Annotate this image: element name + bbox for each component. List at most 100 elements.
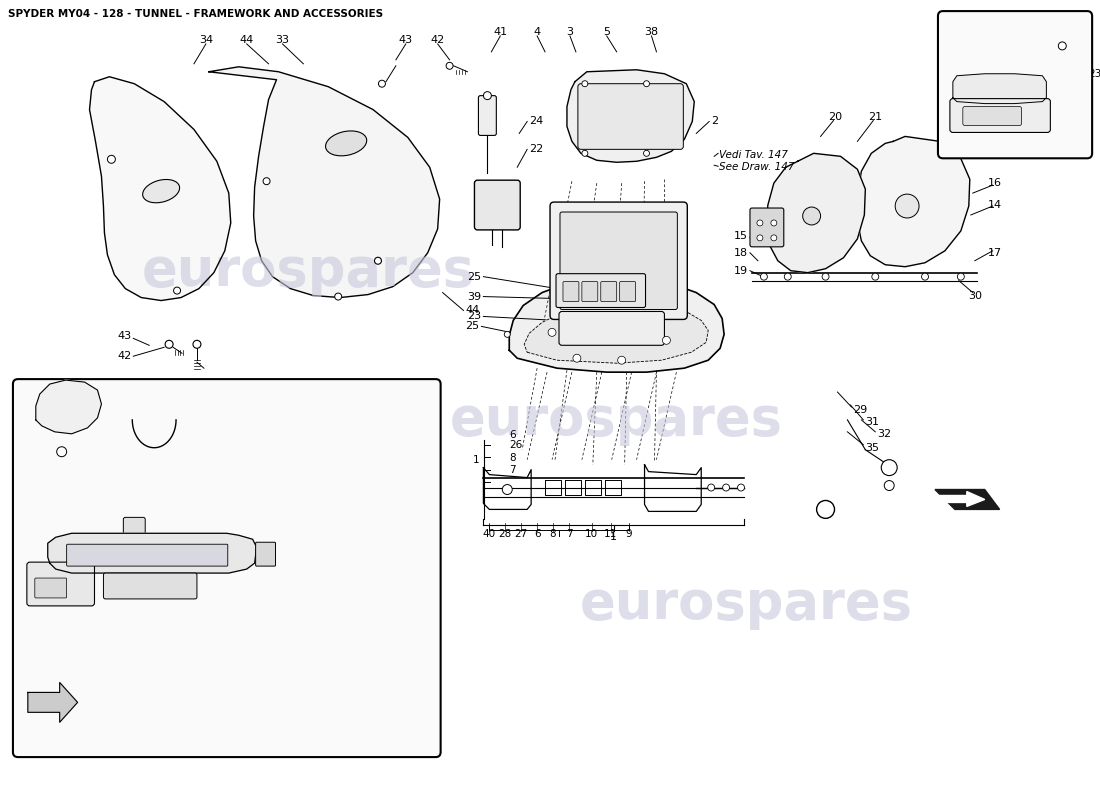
FancyBboxPatch shape	[103, 573, 197, 599]
Text: eurospares: eurospares	[580, 578, 913, 630]
Ellipse shape	[143, 179, 179, 202]
Text: 12: 12	[992, 129, 1007, 138]
Polygon shape	[28, 682, 78, 722]
Text: 40: 40	[483, 530, 496, 539]
Text: 21: 21	[868, 111, 882, 122]
Text: 42: 42	[430, 35, 444, 45]
FancyBboxPatch shape	[478, 96, 496, 135]
Circle shape	[760, 273, 768, 280]
FancyBboxPatch shape	[559, 311, 664, 346]
Circle shape	[374, 258, 382, 264]
Polygon shape	[89, 77, 231, 301]
Text: 46: 46	[194, 433, 207, 442]
Circle shape	[816, 501, 835, 518]
FancyBboxPatch shape	[938, 11, 1092, 158]
Circle shape	[895, 194, 920, 218]
Text: 8: 8	[550, 530, 557, 539]
Polygon shape	[47, 534, 256, 573]
FancyBboxPatch shape	[474, 180, 520, 230]
Polygon shape	[935, 490, 1000, 510]
Circle shape	[334, 293, 342, 300]
Circle shape	[548, 328, 556, 336]
Text: eurospares: eurospares	[450, 394, 783, 446]
Circle shape	[618, 356, 626, 364]
FancyBboxPatch shape	[35, 578, 67, 598]
Polygon shape	[209, 66, 440, 298]
Circle shape	[771, 235, 777, 241]
Text: 25: 25	[465, 322, 480, 331]
Circle shape	[662, 336, 670, 344]
Text: USA - CDN: USA - CDN	[984, 135, 1045, 146]
Text: 39: 39	[468, 291, 482, 302]
Polygon shape	[953, 74, 1046, 103]
Text: 29: 29	[854, 405, 868, 415]
Circle shape	[957, 273, 965, 280]
Text: 26: 26	[509, 440, 522, 450]
FancyBboxPatch shape	[556, 274, 646, 307]
Text: A: A	[822, 505, 829, 514]
Polygon shape	[509, 278, 724, 372]
Circle shape	[582, 150, 587, 156]
Text: 42: 42	[117, 351, 131, 362]
Circle shape	[884, 481, 894, 490]
Polygon shape	[36, 380, 101, 434]
Text: 31: 31	[866, 417, 879, 427]
Text: 23: 23	[468, 311, 482, 322]
Text: 7: 7	[565, 530, 572, 539]
Circle shape	[483, 92, 492, 100]
Circle shape	[1058, 42, 1066, 50]
Circle shape	[644, 150, 649, 156]
Circle shape	[165, 340, 173, 348]
Text: 2: 2	[271, 554, 277, 564]
Text: 19: 19	[734, 266, 748, 276]
Text: 13: 13	[968, 129, 982, 138]
Text: 45: 45	[271, 530, 284, 540]
Text: 38: 38	[645, 27, 659, 37]
Text: 33: 33	[275, 35, 289, 45]
Text: 7: 7	[509, 465, 516, 474]
Text: 35: 35	[866, 442, 879, 453]
Circle shape	[822, 273, 829, 280]
Text: 4: 4	[534, 27, 541, 37]
FancyBboxPatch shape	[563, 282, 579, 302]
Circle shape	[723, 484, 729, 491]
Text: 1: 1	[610, 532, 617, 542]
Text: 41: 41	[1074, 19, 1087, 29]
FancyBboxPatch shape	[578, 84, 683, 150]
Text: 43: 43	[118, 331, 131, 342]
Circle shape	[263, 178, 270, 185]
Text: 9: 9	[625, 530, 631, 539]
Circle shape	[57, 446, 67, 457]
Circle shape	[573, 354, 581, 362]
Polygon shape	[525, 302, 708, 363]
Text: 2: 2	[712, 117, 718, 126]
Text: 20: 20	[828, 111, 843, 122]
Text: 30: 30	[968, 290, 982, 301]
Text: 10: 10	[585, 530, 598, 539]
Circle shape	[108, 155, 115, 163]
Circle shape	[582, 81, 587, 86]
Circle shape	[447, 62, 453, 70]
Text: 37: 37	[271, 582, 284, 592]
Text: 44: 44	[465, 306, 480, 315]
Text: 6: 6	[534, 530, 540, 539]
Text: MASERATI: MASERATI	[52, 402, 84, 407]
Circle shape	[771, 220, 777, 226]
Text: 16: 16	[988, 178, 1002, 188]
Circle shape	[803, 207, 821, 225]
FancyBboxPatch shape	[619, 282, 636, 302]
Circle shape	[737, 484, 745, 491]
Circle shape	[881, 460, 898, 475]
Text: 5: 5	[603, 27, 611, 37]
Text: 8: 8	[509, 453, 516, 462]
FancyBboxPatch shape	[26, 562, 95, 606]
Polygon shape	[939, 491, 984, 506]
FancyBboxPatch shape	[67, 544, 228, 566]
Text: A: A	[504, 485, 510, 494]
Circle shape	[378, 80, 385, 87]
Text: 43: 43	[399, 35, 412, 45]
Circle shape	[707, 484, 715, 491]
Circle shape	[192, 340, 201, 348]
Text: 18: 18	[734, 248, 748, 258]
Text: 41: 41	[493, 27, 507, 37]
